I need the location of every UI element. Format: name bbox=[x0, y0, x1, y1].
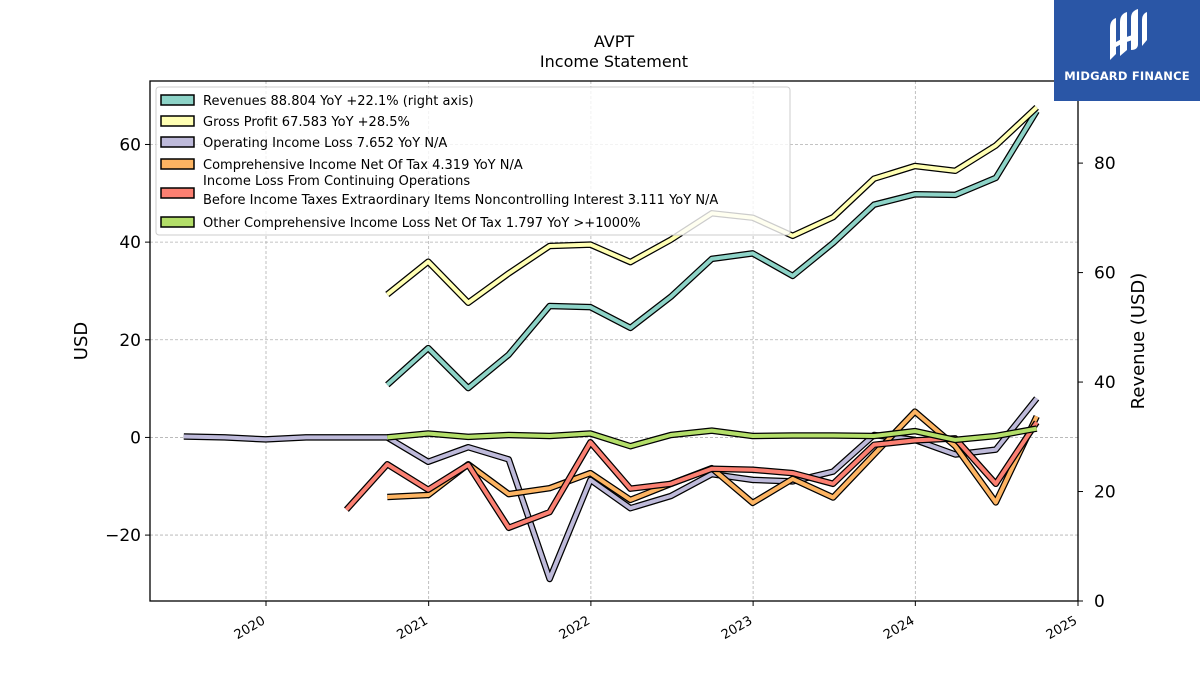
legend-label: Gross Profit 67.583 YoY +28.5% bbox=[203, 115, 410, 130]
x-tick-label: 2023 bbox=[719, 613, 755, 643]
legend-label: Comprehensive Income Net Of Tax 4.319 Yo… bbox=[203, 158, 523, 173]
legend-label: Revenues 88.804 YoY +22.1% (right axis) bbox=[203, 94, 474, 109]
legend-swatch bbox=[160, 94, 195, 106]
y-tick-label-right: 80 bbox=[1094, 154, 1116, 174]
series-line bbox=[344, 421, 1039, 530]
x-tick-label: 2025 bbox=[1044, 613, 1080, 643]
chart-title: AVPT bbox=[594, 32, 635, 51]
series-1 bbox=[385, 109, 1040, 392]
series-6 bbox=[386, 425, 1038, 450]
chart-subtitle: Income Statement bbox=[540, 52, 688, 71]
y-tick-label-left: 20 bbox=[119, 331, 141, 351]
x-tick-label: 2024 bbox=[881, 613, 917, 643]
y-tick-label-right: 0 bbox=[1094, 592, 1105, 612]
y-tick-label-left: 0 bbox=[130, 428, 141, 448]
legend-swatch bbox=[160, 216, 195, 228]
legend-label: Income Loss From Continuing Operations bbox=[203, 174, 470, 189]
legend-swatch bbox=[160, 115, 195, 127]
legend-swatch bbox=[160, 187, 195, 199]
y-tick-label-right: 40 bbox=[1094, 373, 1116, 393]
y-tick-label-right: 60 bbox=[1094, 264, 1116, 284]
legend-label: Operating Income Loss 7.652 YoY N/A bbox=[203, 136, 447, 151]
series-line bbox=[387, 426, 1038, 449]
y-tick-label-right: 20 bbox=[1094, 483, 1116, 503]
legend: Revenues 88.804 YoY +22.1% (right axis) G… bbox=[155, 86, 791, 236]
x-tick-label: 2022 bbox=[557, 613, 593, 643]
y-tick-label-left: 40 bbox=[119, 233, 141, 253]
series-line bbox=[385, 110, 1039, 391]
x-tick-label: 2020 bbox=[232, 613, 268, 643]
y-tick-label-left: −20 bbox=[105, 526, 141, 546]
midgard-logo-icon bbox=[1110, 9, 1147, 60]
series-layer bbox=[183, 105, 1040, 583]
midgard-finance-logo: MIDGARD FINANCE bbox=[1054, 0, 1200, 101]
y-axis-label-right: Revenue (USD) bbox=[1128, 273, 1149, 410]
series-5 bbox=[343, 420, 1040, 532]
x-tick-label: 2021 bbox=[395, 613, 431, 643]
legend-swatch bbox=[160, 136, 195, 148]
y-axis-label-left: USD bbox=[71, 322, 92, 360]
legend-label: Before Income Taxes Extraordinary Items … bbox=[203, 193, 718, 208]
legend-label: Other Comprehensive Income Loss Net Of T… bbox=[203, 216, 641, 231]
plot-frame bbox=[149, 80, 1079, 602]
legend-box bbox=[155, 86, 791, 236]
y-tick-label-left: 60 bbox=[119, 135, 141, 155]
logo-text: MIDGARD FINANCE bbox=[1064, 69, 1190, 83]
legend-swatch bbox=[160, 158, 195, 170]
